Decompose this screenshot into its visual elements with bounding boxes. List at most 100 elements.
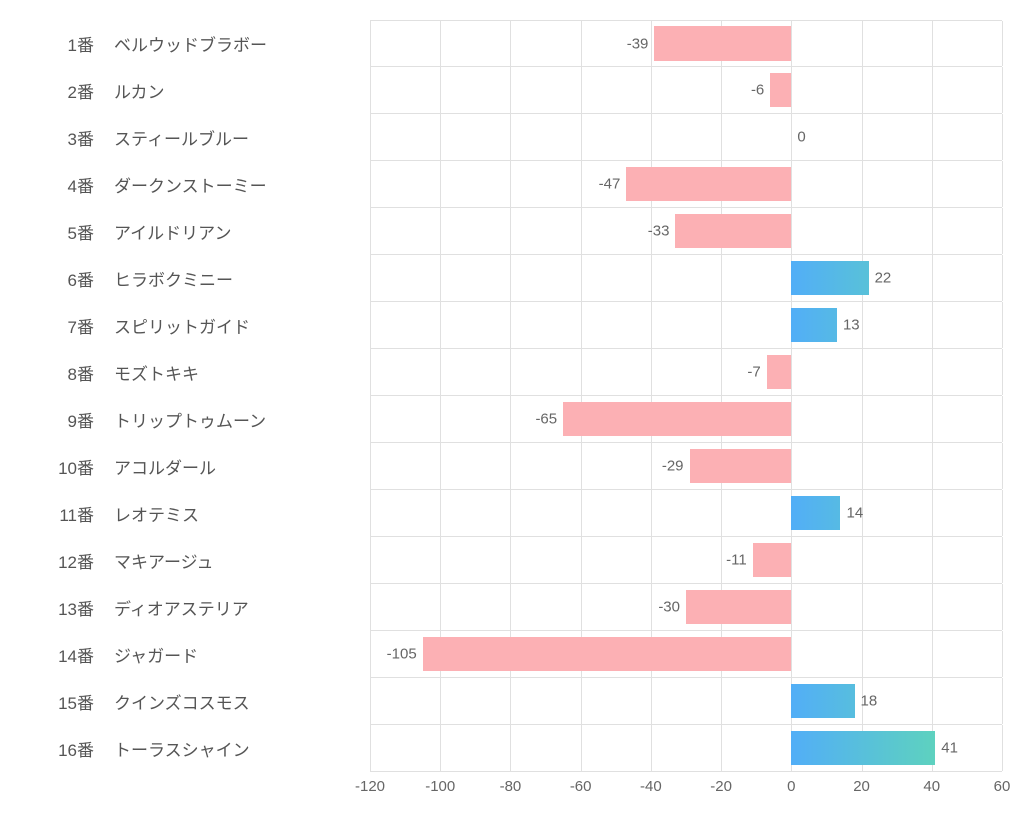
- row-label: 9番トリップトゥムーン: [20, 407, 370, 432]
- bar: [654, 26, 791, 60]
- gridline: [510, 678, 511, 724]
- gridline: [510, 255, 511, 301]
- gridline: [862, 302, 863, 348]
- bar-area: 14: [370, 490, 1002, 537]
- entry-name: マキアージュ: [94, 548, 213, 573]
- gridline: [932, 490, 933, 536]
- gridline: [862, 349, 863, 395]
- gridline: [862, 21, 863, 66]
- chart-row: 2番ルカン-6: [20, 67, 1002, 114]
- gridline: [440, 302, 441, 348]
- entry-name: ベルウッドブラボー: [94, 31, 267, 56]
- chart-row: 1番ベルウッドブラボー-39: [20, 20, 1002, 67]
- gridline: [721, 302, 722, 348]
- entry-number: 5番: [34, 219, 94, 244]
- gridline: [721, 67, 722, 113]
- entry-number: 3番: [34, 125, 94, 150]
- gridline: [440, 490, 441, 536]
- row-label: 16番トーラスシャイン: [20, 736, 370, 761]
- gridline: [370, 443, 371, 489]
- entry-name: トリップトゥムーン: [94, 407, 266, 432]
- gridline: [370, 208, 371, 254]
- diverging-bar-chart: 1番ベルウッドブラボー-392番ルカン-63番スティールブルー04番ダークンスト…: [20, 20, 1002, 814]
- gridline: [721, 255, 722, 301]
- gridline: [370, 302, 371, 348]
- gridline: [651, 443, 652, 489]
- gridline: [510, 490, 511, 536]
- gridline: [932, 443, 933, 489]
- row-label: 5番アイルドリアン: [20, 219, 370, 244]
- gridline: [721, 114, 722, 160]
- entry-name: レオテミス: [94, 501, 199, 526]
- bar-area: -30: [370, 584, 1002, 631]
- gridline: [510, 584, 511, 630]
- gridline: [862, 631, 863, 677]
- gridline: [1002, 396, 1003, 442]
- gridline: [651, 584, 652, 630]
- gridline: [1002, 443, 1003, 489]
- row-label: 15番クインズコスモス: [20, 689, 370, 714]
- gridline: [932, 396, 933, 442]
- value-label: -65: [535, 411, 557, 428]
- gridline: [370, 631, 371, 677]
- chart-row: 3番スティールブルー0: [20, 114, 1002, 161]
- gridline: [932, 349, 933, 395]
- x-tick-label: -40: [640, 778, 662, 795]
- entry-number: 6番: [34, 266, 94, 291]
- gridline: [581, 490, 582, 536]
- gridline: [440, 208, 441, 254]
- row-label: 3番スティールブルー: [20, 125, 370, 150]
- bar: [423, 637, 792, 672]
- gridline: [581, 67, 582, 113]
- value-label: -11: [726, 552, 747, 569]
- chart-row: 16番トーラスシャイン41: [20, 725, 1002, 772]
- gridline: [791, 21, 792, 66]
- gridline: [440, 67, 441, 113]
- gridline: [1002, 349, 1003, 395]
- gridline: [440, 725, 441, 771]
- gridline: [932, 21, 933, 66]
- gridline: [510, 208, 511, 254]
- gridline: [440, 21, 441, 66]
- entry-name: ルカン: [94, 78, 165, 103]
- gridline: [862, 443, 863, 489]
- chart-row: 9番トリップトゥムーン -65: [20, 396, 1002, 443]
- gridline: [651, 302, 652, 348]
- row-label: 11番レオテミス: [20, 501, 370, 526]
- gridline: [721, 537, 722, 583]
- gridline: [862, 114, 863, 160]
- x-tick-label: 40: [923, 778, 940, 795]
- gridline: [1002, 678, 1003, 724]
- x-tick-label: 60: [994, 778, 1011, 795]
- entry-name: アイルドリアン: [94, 219, 231, 244]
- gridline: [791, 537, 792, 583]
- entry-number: 8番: [34, 360, 94, 385]
- gridline: [932, 67, 933, 113]
- entry-number: 2番: [34, 78, 94, 103]
- x-axis: -120-100-80-60-40-200204060: [370, 772, 1002, 802]
- gridline: [440, 114, 441, 160]
- gridline: [1002, 725, 1003, 771]
- gridline: [510, 302, 511, 348]
- bar-area: -39: [370, 20, 1002, 67]
- bar: [767, 355, 792, 390]
- gridline: [721, 725, 722, 771]
- gridline: [932, 631, 933, 677]
- gridline: [440, 443, 441, 489]
- gridline: [440, 161, 441, 207]
- chart-row: 8番モズトキキ-7: [20, 349, 1002, 396]
- gridline: [721, 490, 722, 536]
- gridline: [510, 161, 511, 207]
- gridline: [581, 21, 582, 66]
- entry-number: 4番: [34, 172, 94, 197]
- bar: [770, 73, 791, 108]
- x-tick-label: -100: [425, 778, 455, 795]
- chart-row: 7番スピリットガイド13: [20, 302, 1002, 349]
- entry-number: 16番: [34, 736, 94, 761]
- row-label: 6番ヒラボクミニー: [20, 266, 370, 291]
- bar-area: 41: [370, 725, 1002, 772]
- chart-row: 11番レオテミス14: [20, 490, 1002, 537]
- entry-number: 10番: [34, 454, 94, 479]
- gridline: [370, 490, 371, 536]
- gridline: [791, 396, 792, 442]
